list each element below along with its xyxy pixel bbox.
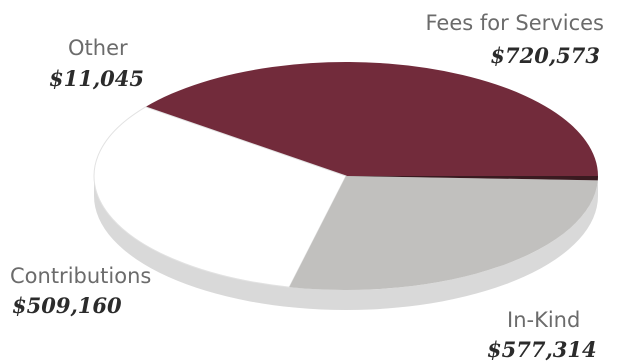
pie-slice-contributions: [289, 176, 598, 291]
slice-value-other: $11,045: [49, 66, 144, 91]
pie-slice-fees-for-services: [145, 61, 599, 177]
slice-label-in-kind: In-Kind: [507, 308, 580, 332]
pie-slice-in-kind: [93, 106, 347, 288]
slice-label-fees-for-services: Fees for Services: [426, 11, 605, 35]
slice-value-in-kind: $577,314: [487, 337, 597, 362]
slice-value-contributions: $509,160: [12, 293, 122, 318]
slice-label-other: Other: [68, 36, 128, 60]
slice-value-fees-for-services: $720,573: [490, 43, 600, 68]
pie-slice-other: [346, 176, 598, 181]
pie-slices: [93, 61, 599, 291]
slice-label-contributions: Contributions: [10, 264, 151, 288]
pie-side-depth: [94, 176, 598, 310]
